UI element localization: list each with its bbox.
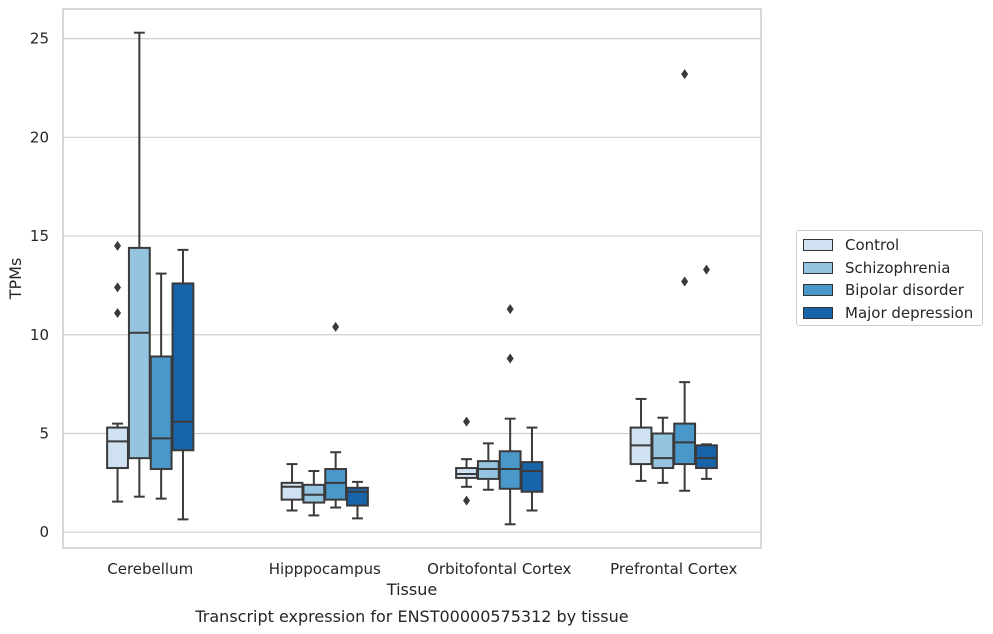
box-control — [455, 416, 478, 506]
outlier-point — [114, 308, 122, 319]
y-axis-label: TPMs — [6, 258, 25, 301]
box-iqr — [695, 444, 718, 470]
legend-swatch — [803, 239, 833, 252]
box-iqr — [651, 432, 675, 470]
x-tick-label: Hipppocampus — [269, 560, 381, 578]
outlier-point — [463, 495, 471, 506]
outlier-point — [681, 276, 689, 287]
outlier-point — [332, 321, 340, 332]
legend-item: Schizophrenia — [803, 257, 982, 280]
y-tick-label: 25 — [30, 30, 49, 48]
box-iqr — [280, 481, 304, 501]
legend-swatch — [803, 261, 833, 274]
box-major-depression — [346, 480, 369, 520]
box-iqr — [520, 461, 544, 493]
chart-title: Transcript expression for ENST0000057531… — [194, 607, 628, 626]
box-iqr — [106, 426, 129, 470]
box-schizophrenia — [127, 31, 151, 498]
box-major-depression — [695, 264, 718, 480]
box-iqr — [149, 355, 173, 471]
x-tick-label: Orbitofontal Cortex — [427, 560, 571, 578]
legend-label: Bipolar disorder — [845, 281, 964, 300]
boxes-layer — [106, 31, 718, 526]
y-tick-label: 10 — [30, 326, 49, 344]
legend-swatch — [803, 284, 833, 297]
legend-label: Control — [845, 236, 900, 255]
box-bipolar-disorder — [498, 304, 522, 526]
box-schizophrenia — [476, 442, 500, 491]
box-control — [106, 240, 129, 503]
box-schizophrenia — [302, 470, 326, 517]
outlier-point — [114, 240, 122, 251]
legend: Control Schizophrenia Bipolar disorder Majo… — [796, 230, 983, 326]
y-tick-label: 0 — [39, 523, 49, 541]
box-schizophrenia — [651, 416, 675, 484]
box-iqr — [127, 246, 151, 460]
outlier-point — [506, 353, 514, 364]
legend-item: Major depression — [803, 302, 982, 325]
legend-swatch — [803, 307, 833, 320]
x-tick-label: Prefrontal Cortex — [610, 560, 737, 578]
outlier-point — [114, 282, 122, 293]
y-tick-label: 15 — [30, 227, 49, 245]
legend-label: Major depression — [845, 304, 974, 323]
legend-item: Bipolar disorder — [803, 279, 982, 302]
box-control — [629, 397, 653, 482]
y-tick-label: 5 — [39, 424, 49, 442]
box-control — [280, 463, 304, 512]
plot-area-frame — [62, 8, 762, 549]
box-iqr — [346, 486, 369, 507]
x-tick-label: Cerebellum — [107, 560, 193, 578]
outlier-point — [506, 304, 514, 315]
box-iqr — [673, 422, 697, 466]
box-bipolar-disorder — [673, 69, 697, 492]
box-bipolar-disorder — [324, 321, 348, 509]
outlier-point — [702, 264, 710, 275]
box-major-depression — [171, 248, 195, 521]
outlier-point — [463, 416, 471, 427]
box-major-depression — [520, 426, 544, 512]
x-axis-label: Tissue — [386, 580, 437, 599]
x-tick-labels: Cerebellum Hipppocampus Orbitofontal Corte… — [107, 560, 737, 578]
y-tick-labels: 0 5 10 15 20 25 — [30, 30, 49, 542]
box-iqr — [324, 468, 348, 501]
y-tick-label: 20 — [30, 128, 49, 146]
box-bipolar-disorder — [149, 272, 173, 500]
legend-label: Schizophrenia — [845, 258, 951, 277]
outlier-point — [681, 69, 689, 80]
box-iqr — [171, 282, 195, 452]
legend-item: Control — [803, 234, 982, 257]
